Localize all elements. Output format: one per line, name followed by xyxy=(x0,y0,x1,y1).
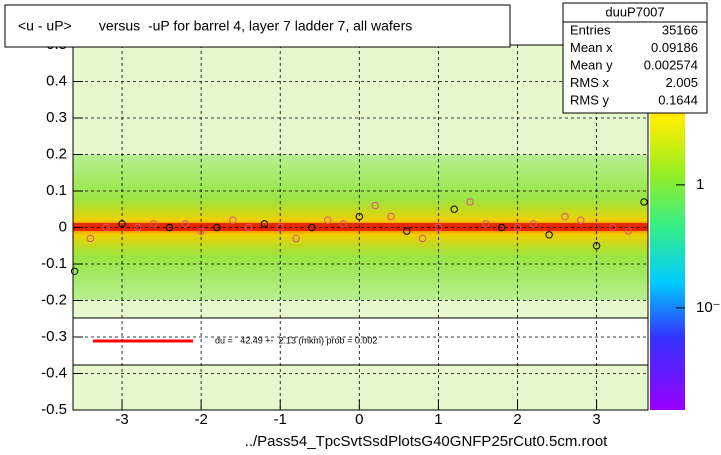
profile-point xyxy=(624,227,632,235)
y-tick-label: -0.2 xyxy=(41,291,67,308)
stats-value: 0.1644 xyxy=(658,92,698,107)
profile-point xyxy=(355,212,364,221)
profile-point xyxy=(323,216,332,224)
y-tick-label: 0.4 xyxy=(46,72,67,89)
profile-point xyxy=(497,223,506,232)
stats-key: Entries xyxy=(570,22,611,37)
stats-key: RMS y xyxy=(570,92,610,107)
y-tick-label: 0.1 xyxy=(46,182,67,199)
profile-point xyxy=(308,223,316,232)
y-tick-label: -0.4 xyxy=(41,364,67,381)
profile-point xyxy=(529,220,538,228)
profile-point xyxy=(102,223,110,232)
profile-point xyxy=(577,216,585,224)
profile-point xyxy=(371,201,379,210)
x-tick-label: 3 xyxy=(592,411,600,428)
y-tick-label: -0.3 xyxy=(41,328,67,345)
y-tick-label: -0.1 xyxy=(41,255,67,272)
legend-label: du = 42.49 +- 2.13 (mkm) prob = 0.002 xyxy=(215,335,377,345)
stats-key: Mean y xyxy=(570,57,613,72)
x-tick-label: -3 xyxy=(115,411,128,428)
stats-value: 0.002574 xyxy=(644,57,698,72)
profile-point xyxy=(418,234,427,243)
profile-point xyxy=(165,223,174,232)
chart-title: <u - uP> versus -uP for barrel 4, layer … xyxy=(18,18,412,34)
profile-point xyxy=(118,220,126,228)
y-tick-label: 0.3 xyxy=(46,109,67,126)
stats-title: duuP7007 xyxy=(605,4,664,19)
z-tick-label: 10⁻¹ xyxy=(696,299,721,316)
profile-point xyxy=(276,223,284,232)
x-tick-label: -2 xyxy=(194,411,207,428)
profile-point xyxy=(466,198,474,206)
z-tick-label: 1 xyxy=(696,176,704,193)
profile-point xyxy=(403,227,411,235)
profile-point xyxy=(197,227,205,235)
profile-point xyxy=(513,223,522,232)
profile-point xyxy=(482,220,490,228)
y-tick-label: -0.5 xyxy=(41,401,67,418)
stats-box xyxy=(562,2,708,114)
profile-point xyxy=(545,231,553,239)
stats-value: 2.005 xyxy=(665,75,698,90)
x-tick-label: -1 xyxy=(274,411,287,428)
y-tick-label: 0.2 xyxy=(46,145,67,162)
y-tick-label: 0 xyxy=(59,218,67,235)
profile-point xyxy=(292,234,300,243)
core-density xyxy=(73,223,648,231)
profile-point xyxy=(260,220,269,228)
profile-point xyxy=(434,223,443,232)
profile-point xyxy=(387,212,395,221)
profile-point xyxy=(70,267,79,275)
x-tick-label: 2 xyxy=(513,411,521,428)
profile-point xyxy=(229,216,237,224)
title-box xyxy=(4,4,511,48)
stats-key: Mean x xyxy=(570,40,613,55)
profile-point xyxy=(134,223,142,232)
profile-point xyxy=(181,220,190,228)
profile-point xyxy=(213,223,221,232)
x-tick-label: 1 xyxy=(434,411,442,428)
stats-key: RMS x xyxy=(570,75,610,90)
stats-value: 35166 xyxy=(662,22,698,37)
x-axis-label: ../Pass54_TpcSvtSsdPlotsG40GNFP25rCut0.5… xyxy=(245,433,608,450)
stats-value: 0.09186 xyxy=(651,40,698,55)
profile-point xyxy=(149,220,158,228)
profile-point xyxy=(339,220,348,228)
profile-point xyxy=(561,212,569,221)
profile-point xyxy=(640,198,648,206)
profile-point xyxy=(608,223,617,232)
profile-point xyxy=(244,223,253,232)
profile-point xyxy=(86,234,95,243)
profile-point xyxy=(592,242,601,250)
x-tick-label: 0 xyxy=(355,411,363,428)
profile-point xyxy=(450,205,458,213)
